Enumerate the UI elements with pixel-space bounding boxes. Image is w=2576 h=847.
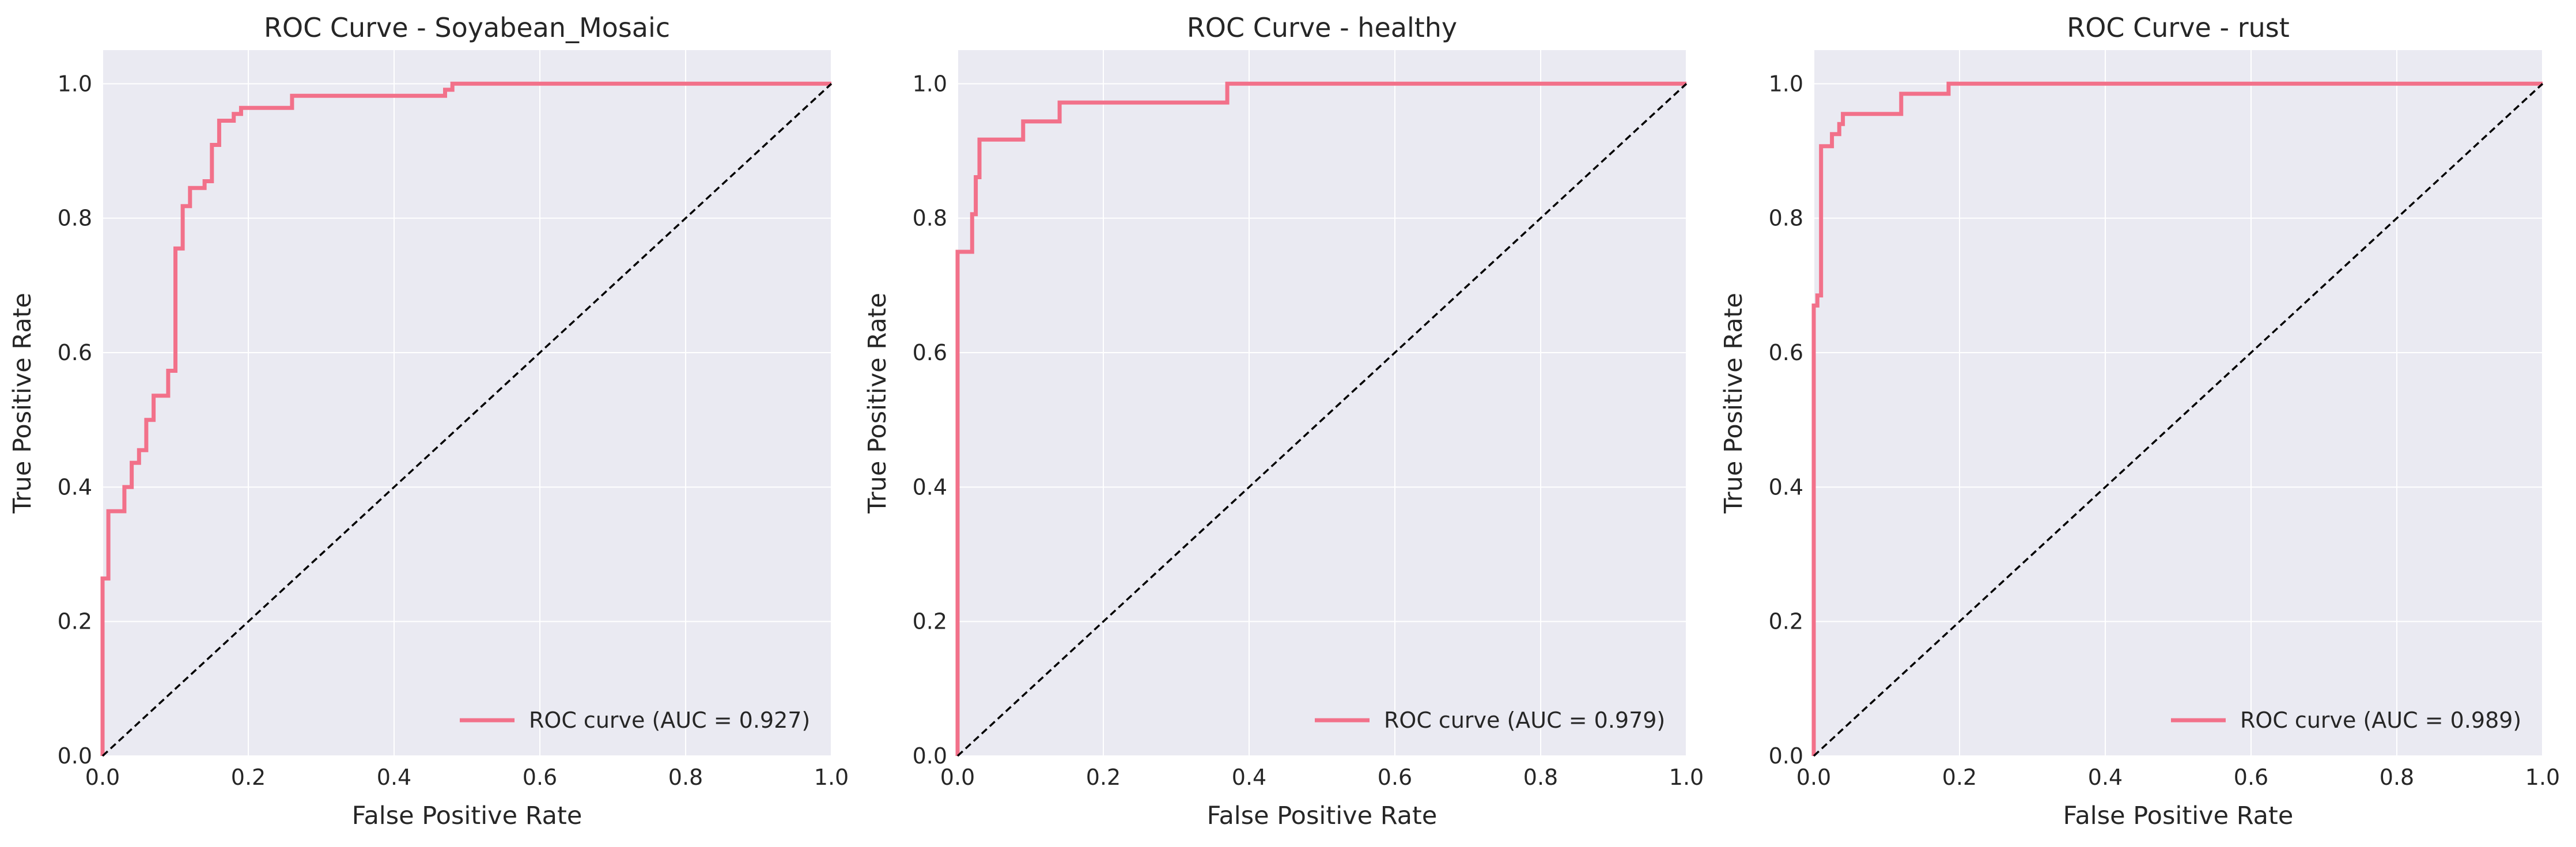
x-tick-label: 0.8 bbox=[668, 765, 703, 790]
roc-panel-2: 0.0 0.2 0.4 0.6 0.8 1.0 0.0 0.2 0.4 0.6 0.8 1.0 ROC … bbox=[863, 12, 1704, 830]
y-tick-label: 0.0 bbox=[58, 743, 92, 769]
x-tick-label: 1.0 bbox=[1669, 765, 1704, 790]
y-tick-label: 1.0 bbox=[913, 71, 947, 96]
legend-label: ROC curve (AUC = 0.979) bbox=[1384, 708, 1665, 733]
plot-area bbox=[958, 50, 1686, 756]
legend-label: ROC curve (AUC = 0.989) bbox=[2240, 708, 2521, 733]
plot-area bbox=[1814, 50, 2543, 756]
y-tick-label: 0.6 bbox=[58, 340, 92, 365]
chart-title: ROC Curve - rust bbox=[2067, 12, 2290, 43]
y-axis-label: True Positive Rate bbox=[1719, 293, 1748, 514]
x-tick-label: 0.6 bbox=[523, 765, 557, 790]
y-tick-label: 0.0 bbox=[1769, 743, 1803, 769]
x-tick-label: 0.4 bbox=[2088, 765, 2123, 790]
random-chance-diagonal bbox=[956, 83, 1688, 757]
x-axis-label: False Positive Rate bbox=[352, 801, 582, 830]
x-axis-label: False Positive Rate bbox=[2063, 801, 2294, 830]
roc-panel-1: 0.0 0.2 0.4 0.6 0.8 1.0 0.0 0.2 0.4 0.6 0.8 1.0 ROC … bbox=[8, 12, 849, 830]
y-tick-label: 0.8 bbox=[1769, 206, 1803, 231]
roc-panel-3: 0.0 0.2 0.4 0.6 0.8 1.0 0.0 0.2 0.4 0.6 0.8 1.0 ROC … bbox=[1719, 12, 2560, 830]
y-tick-label: 0.8 bbox=[58, 206, 92, 231]
x-tick-label: 0.8 bbox=[1523, 765, 1558, 790]
y-tick-label: 0.6 bbox=[1769, 340, 1803, 365]
x-tick-label: 0.0 bbox=[1796, 765, 1831, 790]
x-tick-label: 0.4 bbox=[1232, 765, 1266, 790]
y-axis-label: True Positive Rate bbox=[863, 293, 892, 514]
plot-area bbox=[103, 50, 831, 756]
y-tick-label: 0.6 bbox=[913, 340, 947, 365]
y-tick-label: 0.8 bbox=[913, 206, 947, 231]
random-chance-diagonal bbox=[101, 83, 833, 757]
y-tick-label: 0.2 bbox=[1769, 609, 1803, 634]
y-tick-label: 0.2 bbox=[58, 609, 92, 634]
chart-title: ROC Curve - Soyabean_Mosaic bbox=[264, 12, 670, 43]
x-tick-label: 0.2 bbox=[231, 765, 266, 790]
x-axis-label: False Positive Rate bbox=[1207, 801, 1438, 830]
x-tick-label: 1.0 bbox=[814, 765, 849, 790]
x-tick-label: 0.2 bbox=[1086, 765, 1121, 790]
x-tick-label: 0.6 bbox=[1378, 765, 1412, 790]
y-tick-label: 0.2 bbox=[913, 609, 947, 634]
random-chance-diagonal bbox=[1813, 83, 2544, 757]
roc-curve-line bbox=[955, 81, 1686, 756]
y-tick-label: 0.4 bbox=[913, 474, 947, 500]
x-tick-label: 0.0 bbox=[85, 765, 120, 790]
y-tick-label: 0.4 bbox=[1769, 474, 1803, 500]
chart-title: ROC Curve - healthy bbox=[1187, 12, 1457, 43]
y-tick-label: 1.0 bbox=[58, 71, 92, 96]
legend-label: ROC curve (AUC = 0.927) bbox=[529, 708, 810, 733]
x-tick-label: 0.4 bbox=[377, 765, 411, 790]
x-tick-label: 0.0 bbox=[940, 765, 975, 790]
y-axis-label: True Positive Rate bbox=[8, 293, 37, 514]
x-tick-label: 0.6 bbox=[2234, 765, 2268, 790]
x-tick-label: 1.0 bbox=[2525, 765, 2560, 790]
y-tick-label: 1.0 bbox=[1769, 71, 1803, 96]
y-tick-label: 0.0 bbox=[913, 743, 947, 769]
roc-curve-line bbox=[1811, 81, 2543, 756]
x-tick-label: 0.2 bbox=[1942, 765, 1977, 790]
y-tick-label: 0.4 bbox=[58, 474, 92, 500]
roc-curve-line bbox=[100, 81, 831, 756]
x-tick-label: 0.8 bbox=[2380, 765, 2414, 790]
